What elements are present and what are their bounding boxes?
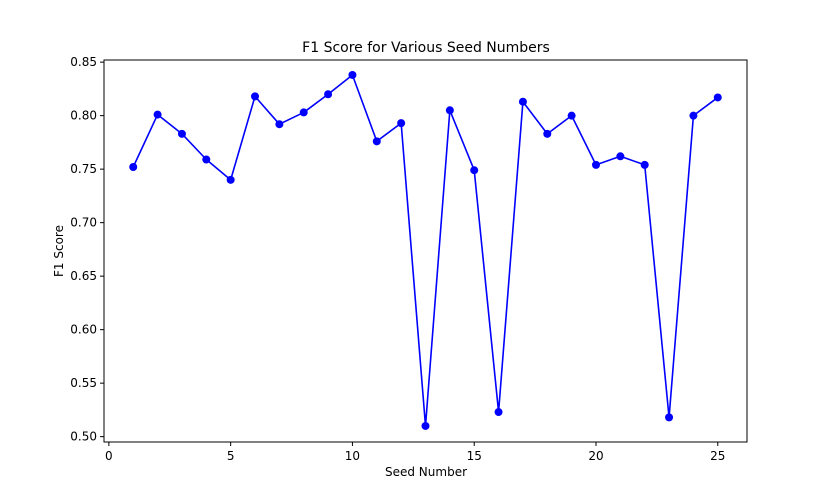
data-point bbox=[397, 119, 406, 128]
data-point bbox=[275, 120, 284, 129]
y-tick-label: 0.85 bbox=[70, 55, 97, 69]
x-tick-label: 15 bbox=[467, 449, 482, 463]
data-point bbox=[129, 163, 138, 172]
x-axis-label: Seed Number bbox=[385, 465, 467, 479]
data-point bbox=[153, 110, 162, 119]
data-point bbox=[567, 111, 576, 120]
y-tick-label: 0.50 bbox=[70, 430, 97, 444]
data-point bbox=[226, 175, 235, 184]
data-point bbox=[543, 129, 552, 138]
data-point bbox=[251, 92, 260, 101]
data-point bbox=[665, 413, 674, 422]
x-tick-label: 20 bbox=[588, 449, 603, 463]
data-point bbox=[372, 137, 381, 146]
data-point bbox=[518, 97, 527, 106]
y-tick-label: 0.70 bbox=[70, 216, 97, 230]
data-point bbox=[640, 160, 649, 169]
y-axis-label: F1 Score bbox=[52, 225, 66, 277]
x-tick-label: 10 bbox=[345, 449, 360, 463]
y-tick-label: 0.80 bbox=[70, 109, 97, 123]
data-point bbox=[713, 93, 722, 102]
data-point bbox=[689, 111, 698, 120]
x-tick-label: 0 bbox=[105, 449, 113, 463]
data-point bbox=[324, 90, 333, 99]
x-tick-label: 25 bbox=[710, 449, 725, 463]
data-point bbox=[445, 106, 454, 115]
data-point bbox=[421, 421, 430, 430]
data-point bbox=[348, 70, 357, 79]
plot-area: 0 5 10 15 20 25 0.50 0.55 0.60 0.65 0.70 0.75 0.80 0.… bbox=[70, 55, 725, 463]
y-tick-label: 0.60 bbox=[70, 323, 97, 337]
y-tick-label: 0.75 bbox=[70, 162, 97, 176]
y-tick-label: 0.55 bbox=[70, 376, 97, 390]
axes-frame bbox=[103, 59, 748, 443]
data-point bbox=[177, 129, 186, 138]
data-point bbox=[202, 155, 211, 164]
data-point bbox=[494, 408, 503, 417]
data-point bbox=[470, 166, 479, 175]
data-point bbox=[299, 108, 308, 117]
chart-title: F1 Score for Various Seed Numbers bbox=[302, 40, 550, 56]
data-point bbox=[591, 160, 600, 169]
data-point bbox=[616, 152, 625, 161]
x-tick-label: 5 bbox=[227, 449, 235, 463]
y-tick-label: 0.65 bbox=[70, 269, 97, 283]
